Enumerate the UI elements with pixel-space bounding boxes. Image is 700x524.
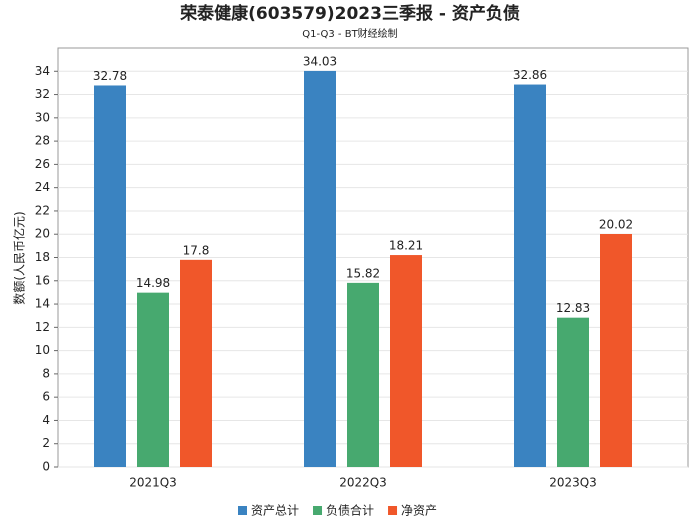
y-tick-label: 30 bbox=[35, 110, 50, 124]
value-label: 34.03 bbox=[303, 54, 337, 68]
x-tick-label: 2021Q3 bbox=[129, 476, 177, 490]
y-tick-label: 10 bbox=[35, 343, 50, 357]
y-tick-label: 22 bbox=[35, 203, 50, 217]
value-label: 17.8 bbox=[183, 243, 210, 257]
value-label: 14.98 bbox=[136, 276, 170, 290]
y-tick-label: 18 bbox=[35, 250, 50, 264]
legend-label: 负债合计 bbox=[326, 503, 374, 518]
value-label: 18.21 bbox=[389, 239, 423, 253]
y-tick-label: 28 bbox=[35, 134, 50, 148]
y-tick-label: 24 bbox=[35, 180, 50, 194]
legend-swatch bbox=[238, 506, 247, 515]
value-label: 20.02 bbox=[599, 217, 633, 231]
value-label: 15.82 bbox=[346, 266, 380, 280]
bar bbox=[304, 70, 336, 467]
y-tick-label: 12 bbox=[35, 320, 50, 334]
bar bbox=[180, 259, 212, 467]
chart-title: 荣泰健康(603579)2023三季报 - 资产负债 bbox=[179, 3, 520, 24]
bar bbox=[600, 233, 632, 467]
y-tick-label: 16 bbox=[35, 273, 50, 287]
x-tick-label: 2022Q3 bbox=[339, 476, 387, 490]
y-tick-label: 14 bbox=[35, 297, 50, 311]
y-tick-label: 34 bbox=[35, 64, 50, 78]
value-label: 32.86 bbox=[513, 68, 547, 82]
bar bbox=[390, 255, 422, 467]
legend-swatch bbox=[313, 506, 323, 515]
value-label: 32.78 bbox=[93, 69, 127, 83]
bar bbox=[514, 84, 546, 467]
legend-label: 资产总计 bbox=[251, 504, 299, 518]
y-tick-label: 8 bbox=[42, 366, 50, 380]
legend-label: 净资产 bbox=[401, 504, 437, 518]
y-tick-label: 32 bbox=[35, 87, 50, 101]
y-axis-label: 数额(人民币亿元) bbox=[12, 211, 27, 304]
chart-subtitle: Q1-Q3 - BT财经绘制 bbox=[302, 27, 397, 40]
bar bbox=[94, 85, 126, 467]
bar bbox=[347, 282, 379, 467]
y-tick-label: 6 bbox=[42, 390, 50, 404]
bar bbox=[137, 292, 169, 467]
bar bbox=[557, 317, 589, 467]
y-tick-label: 20 bbox=[35, 227, 50, 241]
y-tick-label: 0 bbox=[42, 460, 50, 474]
y-tick-label: 2 bbox=[42, 436, 50, 450]
y-tick-label: 4 bbox=[42, 413, 50, 427]
x-tick-label: 2023Q3 bbox=[549, 476, 597, 490]
legend-swatch bbox=[388, 506, 398, 515]
value-label: 12.83 bbox=[556, 301, 590, 315]
y-tick-label: 26 bbox=[35, 157, 50, 171]
